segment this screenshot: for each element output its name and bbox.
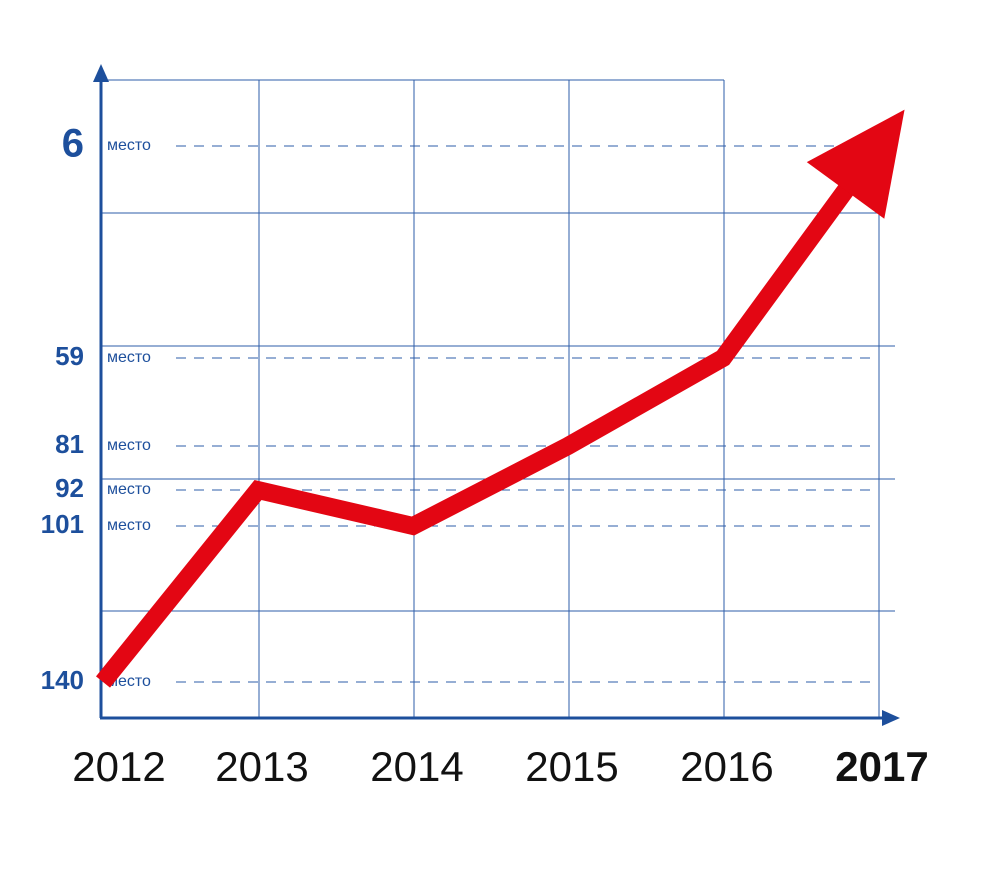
y-tick-label: 59 <box>55 341 84 371</box>
x-tick-label: 2012 <box>72 743 165 790</box>
y-tick-label: 101 <box>41 509 84 539</box>
background-grid <box>101 79 895 718</box>
x-tick-label: 2015 <box>525 743 618 790</box>
y-tick-unit: место <box>107 437 151 454</box>
x-tick-label: 2013 <box>215 743 308 790</box>
y-tick-label: 81 <box>55 429 84 459</box>
y-tick-unit: место <box>107 481 151 498</box>
y-tick-unit: место <box>107 517 151 534</box>
x-axis-arrow <box>882 710 900 726</box>
y-tick-unit: место <box>107 349 151 366</box>
x-tick-label: 2016 <box>680 743 773 790</box>
trend-line <box>95 140 886 688</box>
y-tick-unit: место <box>107 137 151 154</box>
x-tick-label: 2017 <box>835 743 928 790</box>
y-tick-label: 140 <box>41 665 84 695</box>
y-tick-label: 6 <box>62 122 84 166</box>
y-axis-arrow <box>93 64 109 82</box>
y-tick-label: 92 <box>55 473 84 503</box>
trend-arrowhead <box>806 109 905 219</box>
x-tick-label: 2014 <box>370 743 463 790</box>
